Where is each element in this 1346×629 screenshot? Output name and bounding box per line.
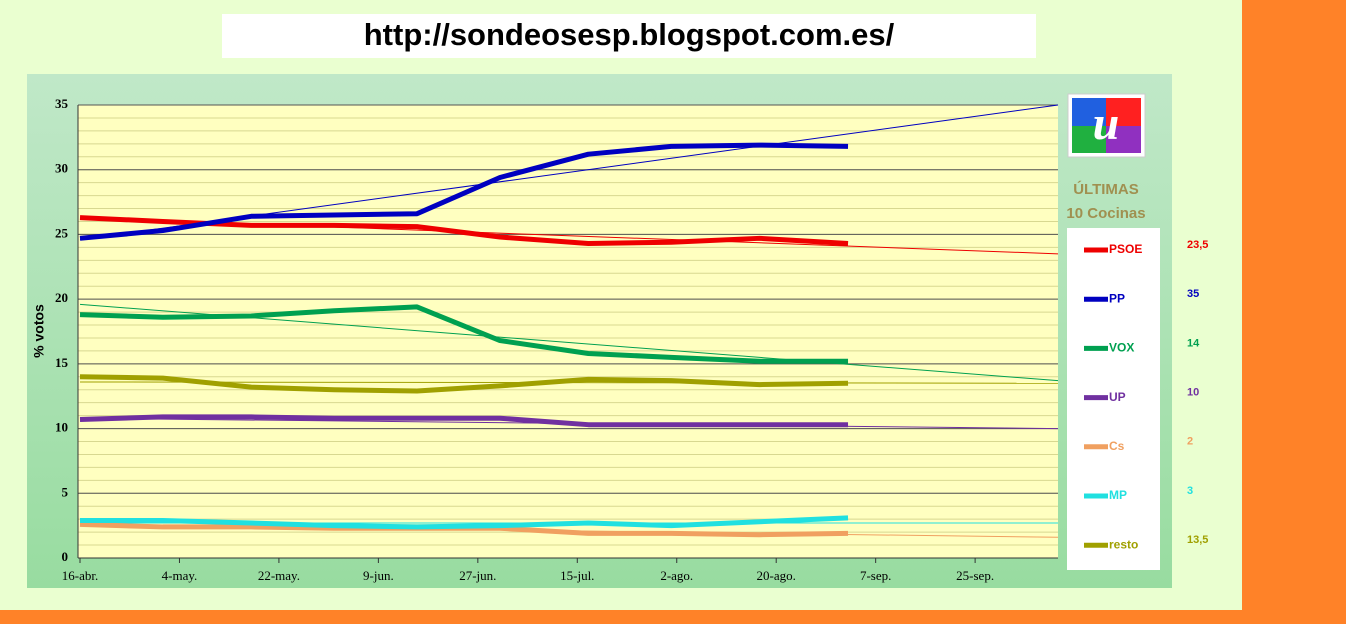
series-line (79, 304, 849, 364)
x-tick-label: 25-sep. (956, 568, 994, 583)
y-tick-label: 35 (55, 96, 69, 111)
projection-label: 13,5 (1187, 534, 1208, 546)
y-tick-label: 10 (55, 420, 68, 435)
legend-box (1067, 228, 1160, 570)
legend-title: ÚLTIMAS (1073, 180, 1139, 198)
logo-letter: u (1093, 97, 1120, 150)
y-tick-label: 0 (62, 549, 69, 564)
x-tick-label: 15-jul. (560, 568, 594, 583)
projection-label: 35 (1187, 288, 1199, 300)
series-line (80, 515, 849, 530)
logo-part (1072, 126, 1106, 153)
series-line (79, 414, 849, 428)
y-tick-label: 25 (55, 225, 69, 240)
x-tick-label: 7-sep. (860, 568, 891, 583)
legend-label: PSOE (1109, 242, 1142, 256)
logo-part (1072, 98, 1106, 126)
legend-label: VOX (1109, 341, 1134, 355)
legend-label: MP (1109, 488, 1127, 502)
x-tick-label: 4-may. (162, 568, 198, 583)
plot-area (78, 105, 1058, 558)
projection-label: 2 (1187, 436, 1193, 448)
logo-part (1106, 98, 1141, 126)
projection-label: 23,5 (1187, 239, 1208, 251)
y-axis-label: % votos (31, 304, 47, 358)
legend-label: resto (1109, 537, 1138, 551)
series-line (79, 142, 849, 241)
legend-label: PP (1109, 291, 1125, 305)
legend-label: Cs (1109, 439, 1125, 453)
y-tick-label: 15 (55, 355, 69, 370)
legend-label: UP (1109, 390, 1126, 404)
y-tick-label: 5 (62, 484, 69, 499)
x-tick-label: 27-jun. (459, 568, 496, 583)
logo: u (1067, 93, 1146, 158)
projection-label: 14 (1187, 337, 1200, 349)
y-tick-label: 30 (55, 161, 68, 176)
legend-title: 10 Cocinas (1066, 205, 1145, 222)
chart-title: http://sondeosesp.blogspot.com.es/ (364, 17, 895, 52)
series-line (79, 374, 849, 394)
title-box (222, 14, 1036, 58)
logo-part (1106, 126, 1141, 153)
projection-label: 10 (1187, 387, 1199, 399)
x-tick-label: 20-ago. (757, 568, 796, 583)
x-tick-label: 16-abr. (62, 568, 98, 583)
x-tick-label: 2-ago. (660, 568, 693, 583)
x-tick-label: 9-jun. (363, 568, 394, 583)
projection-label: 3 (1187, 485, 1193, 497)
x-tick-label: 22-may. (258, 568, 300, 583)
y-tick-label: 20 (55, 290, 68, 305)
